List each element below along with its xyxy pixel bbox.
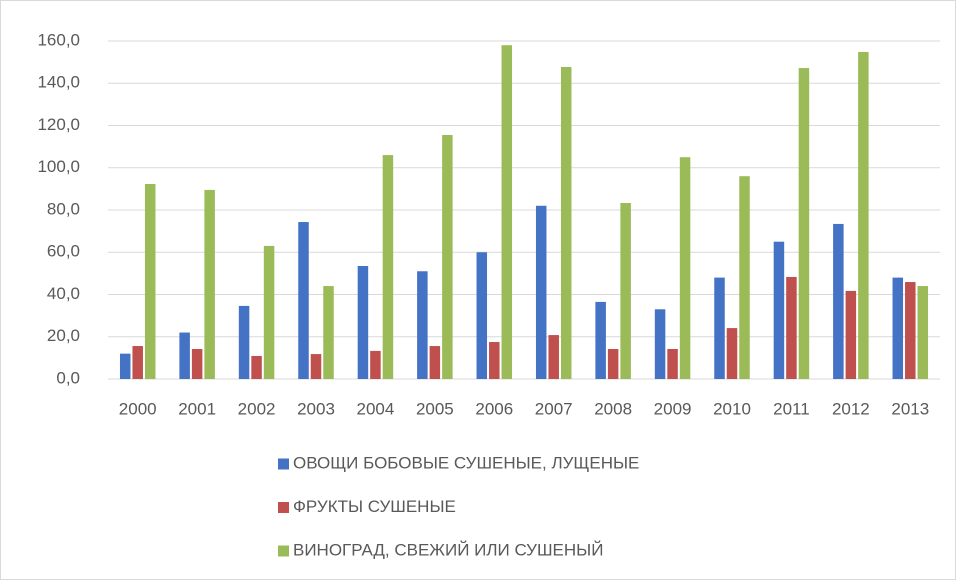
y-tick-label: 0,0 — [56, 368, 80, 387]
bar — [654, 309, 666, 379]
x-tick-label: 2007 — [535, 399, 573, 418]
bar — [786, 276, 797, 379]
x-tick-label: 2000 — [119, 399, 157, 418]
y-tick-label: 20,0 — [47, 326, 80, 345]
bar — [179, 332, 190, 379]
bar — [726, 328, 738, 379]
bar — [144, 184, 156, 379]
bar — [679, 157, 691, 379]
legend-label: ВИНОГРАД, СВЕЖИЙ ИЛИ СУШЕНЫЙ — [293, 540, 603, 559]
bar — [714, 277, 725, 379]
bar — [251, 355, 262, 379]
x-tick-label: 2002 — [238, 399, 276, 418]
x-tick-label: 2006 — [475, 399, 513, 418]
legend-label: ФРУКТЫ СУШЕНЫЕ — [293, 497, 456, 516]
bar — [845, 290, 857, 379]
x-tick-label: 2003 — [297, 399, 335, 418]
bar — [310, 354, 322, 379]
bar — [263, 245, 275, 379]
y-tick-label: 140,0 — [37, 73, 80, 92]
y-tick-label: 160,0 — [37, 30, 80, 49]
bar — [560, 66, 572, 379]
x-tick-label: 2008 — [594, 399, 632, 418]
bar — [917, 286, 929, 379]
x-tick-label: 2005 — [416, 399, 454, 418]
bar — [501, 45, 513, 379]
bar — [382, 155, 394, 379]
bar — [620, 203, 631, 379]
y-tick-label: 40,0 — [47, 284, 80, 303]
bar — [833, 223, 844, 379]
x-tick-label: 2009 — [654, 399, 692, 418]
x-tick-label: 2010 — [713, 399, 751, 418]
x-tick-label: 2012 — [832, 399, 870, 418]
bar — [417, 271, 428, 379]
y-tick-label: 100,0 — [37, 157, 80, 176]
bar — [607, 349, 619, 379]
bar — [323, 286, 334, 379]
bar — [773, 241, 785, 379]
x-tick-label: 2004 — [357, 399, 395, 418]
legend-swatch — [278, 458, 289, 470]
bar — [298, 222, 309, 379]
x-tick-label: 2001 — [178, 399, 216, 418]
bar — [489, 342, 500, 379]
x-tick-label: 2011 — [773, 399, 810, 418]
bar — [204, 189, 215, 379]
bar — [548, 335, 559, 379]
y-tick-label: 80,0 — [47, 199, 80, 218]
bar — [357, 265, 369, 379]
bar — [238, 305, 250, 379]
legend-swatch — [278, 502, 289, 513]
x-tick-label: 2013 — [891, 399, 929, 418]
bar — [739, 176, 750, 379]
bar — [370, 350, 381, 379]
bar — [119, 353, 131, 379]
y-tick-label: 60,0 — [47, 242, 80, 261]
bar — [905, 282, 916, 379]
legend-swatch — [278, 545, 289, 557]
legend-label: ОВОЩИ БОБОВЫЕ СУШЕНЫЕ, ЛУЩЕНЫЕ — [293, 453, 639, 472]
bar — [476, 252, 488, 379]
y-tick-label: 120,0 — [37, 115, 80, 134]
bar — [798, 68, 810, 379]
bar — [442, 135, 453, 379]
bar — [132, 346, 143, 379]
bar — [429, 346, 441, 379]
bar — [535, 205, 547, 379]
bar — [892, 277, 904, 379]
bar — [858, 51, 869, 380]
bar — [191, 349, 203, 379]
bar — [667, 349, 678, 379]
bar — [595, 301, 606, 379]
